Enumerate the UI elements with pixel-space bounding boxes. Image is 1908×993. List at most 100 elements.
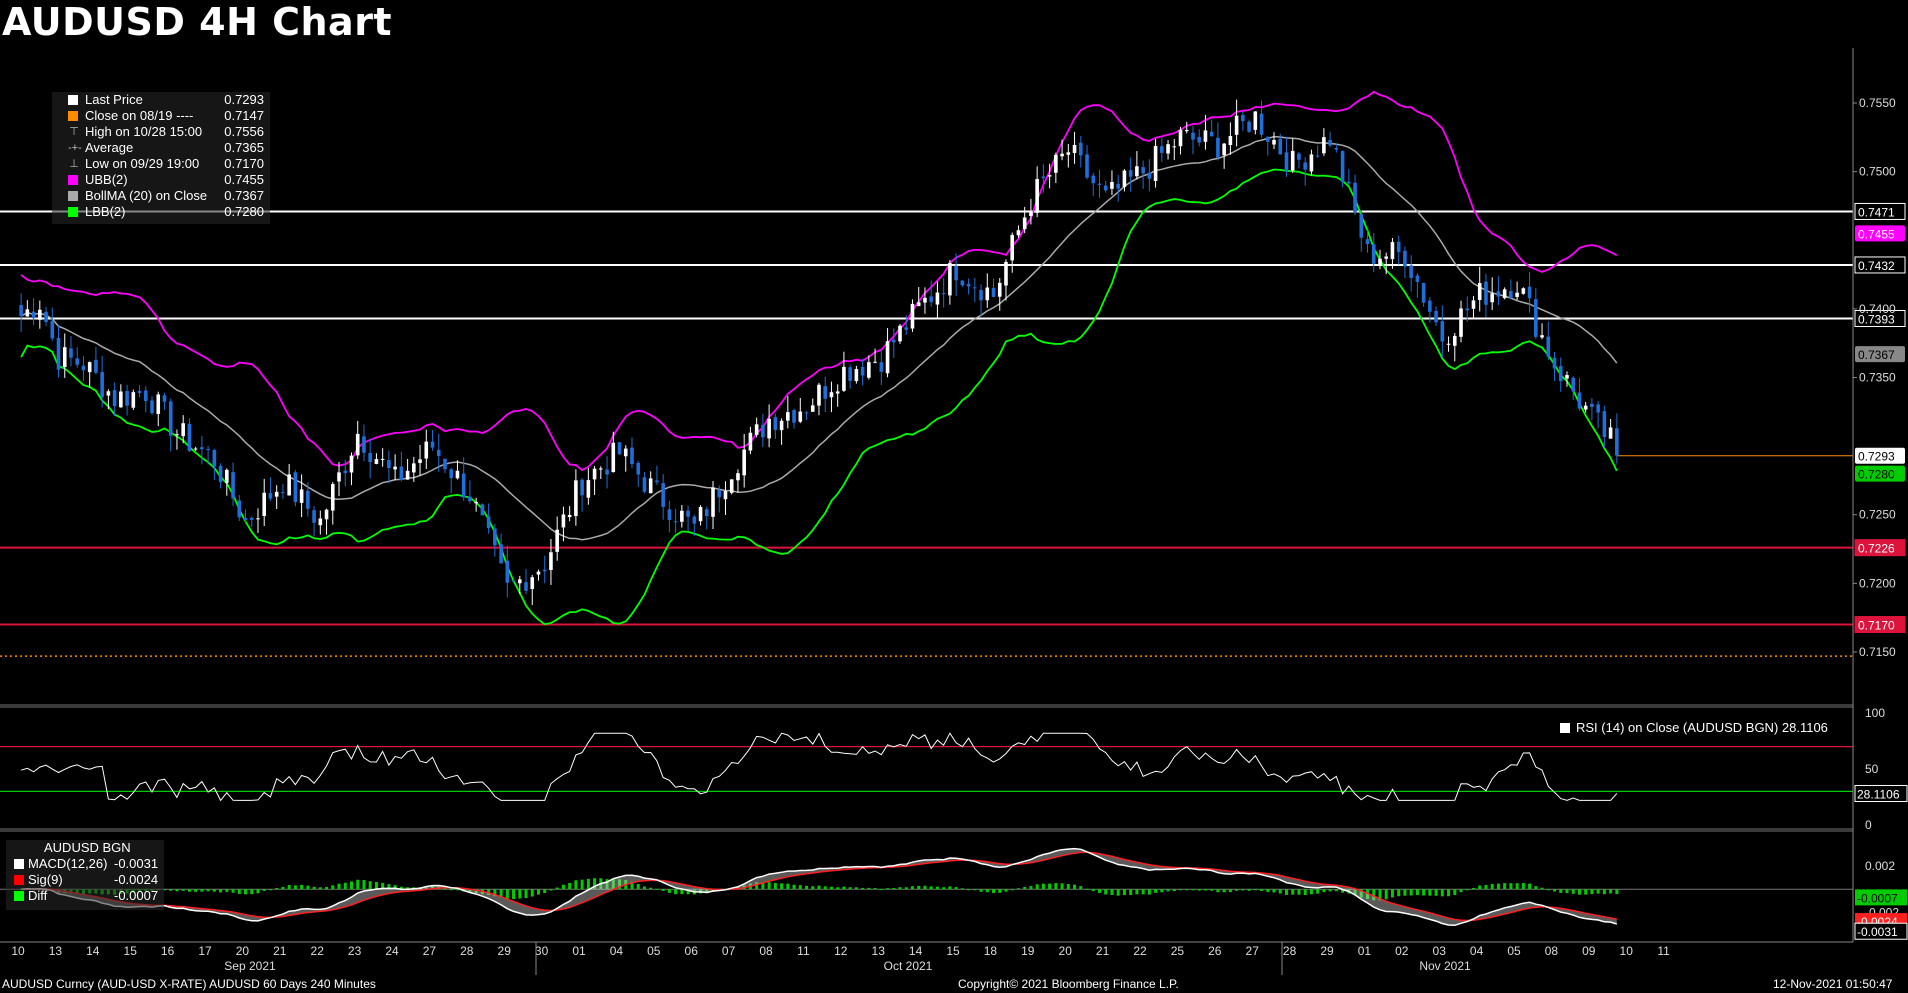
- x-tick-label: 01: [1358, 944, 1372, 958]
- macd-diff-bar: [1540, 887, 1544, 890]
- macd-diff-bar: [904, 887, 908, 890]
- candle-body: [1241, 114, 1245, 122]
- x-tick-label: 20: [236, 944, 250, 958]
- macd-diff-bar: [443, 887, 447, 890]
- candle-body: [673, 521, 678, 523]
- legend-swatch: [68, 191, 78, 201]
- macd-legend: AUDUSD BGN MACD(12,26) -0.0031 Sig(9) -0.00…: [6, 840, 164, 910]
- candle-body: [374, 459, 379, 464]
- macd-diff-bar: [917, 885, 921, 890]
- macd-diff-bar: [399, 886, 403, 890]
- macd-diff-bar: [212, 889, 216, 892]
- macd-legend-item: Diff -0.0007: [6, 888, 164, 904]
- candle-body: [1272, 139, 1276, 145]
- candle-body: [898, 325, 902, 342]
- candle-body: [206, 449, 210, 451]
- candle-body: [112, 390, 117, 407]
- candle-body: [1234, 115, 1239, 135]
- candle-body: [87, 362, 92, 373]
- legend-label: High on 10/28 15:00: [85, 124, 203, 139]
- candle-body: [1016, 230, 1021, 236]
- candle-body: [100, 372, 104, 398]
- candle-body: [468, 496, 472, 502]
- macd-diff-bar: [649, 887, 653, 890]
- macd-diff-bar: [686, 889, 690, 895]
- legend-swatch: [68, 95, 78, 105]
- candle-body: [542, 569, 547, 572]
- candle-body: [281, 492, 285, 494]
- macd-diff-bar: [960, 888, 964, 890]
- candle-body: [1160, 146, 1164, 153]
- macd-diff-bar: [219, 889, 223, 893]
- legend-symbol-icon: ⊥: [69, 158, 79, 170]
- macd-diff-bar: [655, 888, 659, 890]
- legend-label: Close on 08/19 ----: [85, 108, 194, 123]
- legend-item: ⊤ High on 10/28 15:00 0.7556: [52, 124, 270, 140]
- candle-body: [119, 391, 123, 408]
- candle-body: [1434, 310, 1438, 323]
- level-tag: [1854, 539, 1906, 557]
- price-tag: [1855, 225, 1905, 242]
- x-tick-label: 16: [161, 944, 175, 958]
- rsi-line: [20, 732, 1618, 802]
- macd-diff-bar: [1403, 889, 1407, 896]
- macd-diff-bar: [431, 886, 435, 890]
- macd-diff-bar: [268, 889, 272, 891]
- macd-diff-bar: [1197, 889, 1201, 891]
- candle-body: [1390, 242, 1395, 260]
- candle-body: [611, 442, 616, 473]
- candle-body: [1222, 143, 1226, 156]
- rsi-tick-label: 0: [1865, 818, 1872, 832]
- x-tick-label: 13: [872, 944, 886, 958]
- macd-diff-bar: [1172, 889, 1176, 892]
- candle-body: [1191, 132, 1195, 140]
- candle-body: [1378, 258, 1382, 266]
- macd-diff-bar: [823, 886, 827, 890]
- level-tag: [1854, 309, 1906, 327]
- month-label: Oct 2021: [884, 959, 933, 973]
- candle-body: [399, 466, 404, 480]
- macd-diff-bar: [1515, 883, 1519, 890]
- macd-diff-bar: [474, 889, 478, 894]
- candle-body: [985, 287, 990, 301]
- candle-body: [885, 341, 890, 374]
- macd-diff-bar: [985, 889, 989, 893]
- x-tick-label: 03: [1433, 944, 1447, 958]
- legend-value: 0.7365: [224, 140, 264, 155]
- candle-body: [1565, 375, 1569, 379]
- candle-body: [299, 489, 304, 503]
- candle-body: [555, 529, 559, 552]
- macd-diff-bar: [1484, 885, 1488, 890]
- macd-diff-bar: [1453, 889, 1457, 896]
- macd-diff-bar: [886, 888, 890, 890]
- macd-diff-bar: [1091, 889, 1095, 892]
- x-tick-label: 15: [124, 944, 138, 958]
- candle-body: [318, 518, 323, 526]
- y-tick-label: 0.7250: [1859, 508, 1896, 522]
- price-legend: Last Price 0.7293 Close on 08/19 ---- 0.714…: [52, 92, 270, 224]
- macd-diff-bar: [1066, 883, 1070, 890]
- candle-body: [1421, 282, 1426, 303]
- x-tick-label: 07: [722, 944, 736, 958]
- macd-diff-bar: [1048, 883, 1052, 890]
- macd-diff-bar: [1104, 889, 1108, 895]
- macd-diff-bar: [1010, 889, 1014, 891]
- candle-body: [349, 455, 354, 473]
- candle-body: [1297, 153, 1301, 160]
- candle-body: [368, 452, 372, 463]
- candle-body: [81, 365, 86, 371]
- macd-diff-bar: [755, 882, 759, 890]
- macd-diff-bar: [287, 885, 291, 890]
- macd-legend-item: Sig(9) -0.0024: [6, 872, 164, 888]
- macd-diff-bar: [1004, 889, 1008, 892]
- macd-diff-bar: [1179, 889, 1183, 891]
- month-label: Nov 2021: [1419, 959, 1471, 973]
- macd-diff-bar: [1390, 889, 1394, 898]
- macd-diff-bar: [169, 889, 173, 891]
- x-tick-label: 29: [498, 944, 512, 958]
- candle-body: [19, 305, 23, 317]
- macd-diff-bar: [530, 889, 534, 897]
- rsi-legend: RSI (14) on Close (AUDUSD BGN) 28.1106: [1560, 720, 1828, 735]
- legend-item: -+- Average 0.7365: [52, 140, 270, 156]
- candle-body: [823, 386, 828, 399]
